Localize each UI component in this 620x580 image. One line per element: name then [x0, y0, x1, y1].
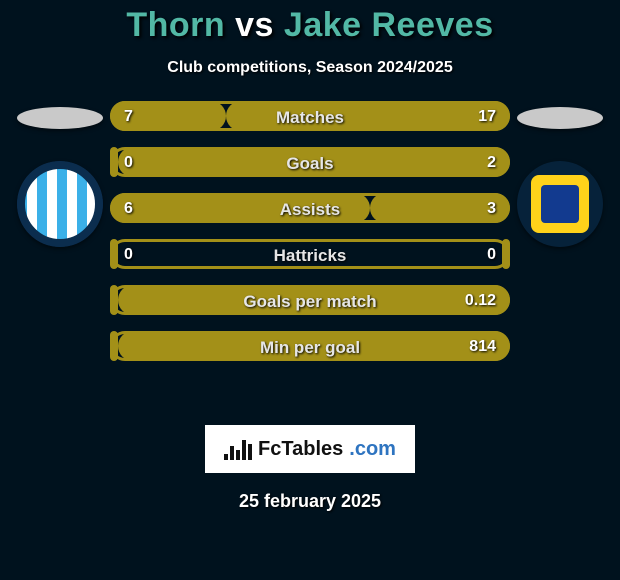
stat-value-left: 6	[124, 193, 133, 223]
stat-value-right: 17	[478, 101, 496, 131]
title-vs: vs	[235, 6, 274, 44]
player-left-avatar	[17, 107, 103, 129]
player-right-avatar	[517, 107, 603, 129]
footer-tld: .com	[349, 438, 396, 461]
club-left-badge	[17, 161, 103, 247]
player-right-name: Jake Reeves	[284, 6, 494, 44]
stat-label: Goals per match	[110, 285, 510, 315]
stat-value-right: 814	[469, 331, 496, 361]
stat-rows: Matches717Goals02Assists63Hattricks00Goa…	[110, 101, 510, 377]
footer-brand[interactable]: FcTables .com	[205, 425, 415, 473]
footer-brand-text: FcTables	[258, 438, 343, 461]
bars-icon	[224, 438, 252, 460]
page-title: Thorn vs Jake Reeves	[0, 6, 620, 45]
stat-value-left: 7	[124, 101, 133, 131]
right-side	[500, 107, 620, 247]
subtitle: Club competitions, Season 2024/2025	[0, 59, 620, 77]
content-area: Matches717Goals02Assists63Hattricks00Goa…	[0, 107, 620, 407]
stat-row: Min per goal814	[110, 331, 510, 361]
stat-row: Matches7 17	[110, 101, 510, 131]
stat-value-left: 0	[124, 239, 133, 269]
club-right-badge	[517, 161, 603, 247]
stat-row: Goals0 2	[110, 147, 510, 177]
stat-value-left: 0	[124, 147, 133, 177]
stat-row: Hattricks0 0	[110, 239, 510, 269]
stat-value-right: 3	[487, 193, 496, 223]
comparison-card: Thorn vs Jake Reeves Club competitions, …	[0, 0, 620, 580]
footer-date: 25 february 2025	[0, 491, 620, 512]
stat-row: Goals per match0.12	[110, 285, 510, 315]
stat-value-right: 2	[487, 147, 496, 177]
stat-value-right: 0.12	[465, 285, 496, 315]
stat-label: Matches	[110, 101, 510, 131]
stat-label: Hattricks	[110, 239, 510, 269]
left-side	[0, 107, 120, 247]
player-left-name: Thorn	[126, 6, 225, 44]
stat-label: Assists	[110, 193, 510, 223]
stat-label: Goals	[110, 147, 510, 177]
stat-value-right: 0	[487, 239, 496, 269]
stat-label: Min per goal	[110, 331, 510, 361]
stat-row: Assists6 3	[110, 193, 510, 223]
